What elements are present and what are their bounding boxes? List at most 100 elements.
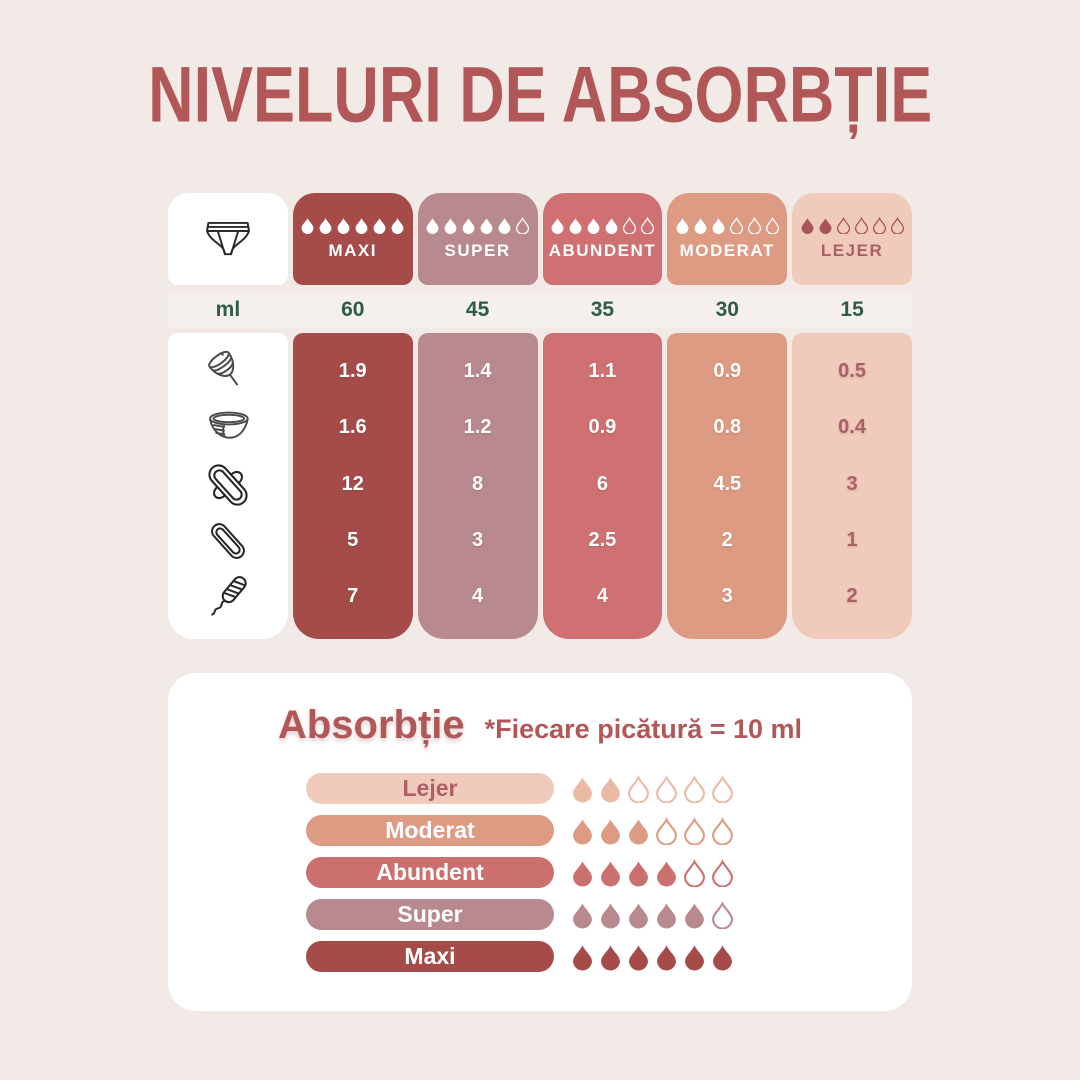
droplet-icon xyxy=(353,217,370,234)
droplet-icon xyxy=(681,943,708,971)
droplet-icon xyxy=(597,901,624,929)
menstrual-cup-icon xyxy=(208,350,238,386)
droplet-icon xyxy=(853,217,870,234)
droplet-icon xyxy=(681,901,708,929)
column-label-moderat: MODERAT xyxy=(679,241,775,260)
values-row: 1.9 1.6 12 5 7 1.4 1.2 8 3 4 1.1 0.9 6 2… xyxy=(168,333,912,639)
legend-label: Lejer xyxy=(402,775,458,801)
legend-row-lejer: Lejer xyxy=(306,773,912,804)
value-cell: 0.9 xyxy=(588,416,617,439)
droplet-scale-super xyxy=(424,217,531,234)
product-row-tampon xyxy=(168,569,288,625)
droplet-scale-abundent xyxy=(549,217,656,234)
value-cell: 1.1 xyxy=(588,359,617,382)
droplet-icon xyxy=(569,943,596,971)
value-cell: 4 xyxy=(596,585,608,608)
legend-label: Abundent xyxy=(376,859,484,885)
droplet-icon xyxy=(299,217,316,234)
ml-value-super: 45 xyxy=(465,298,490,321)
value-cell: 0.5 xyxy=(838,359,866,382)
legend-label: Maxi xyxy=(404,943,456,969)
droplet-icon xyxy=(709,943,736,971)
droplet-icon xyxy=(710,217,727,234)
column-header-maxi: MAXI xyxy=(292,193,413,285)
droplet-icon xyxy=(585,217,602,234)
value-cell: 12 xyxy=(341,472,364,495)
comparison-table: MAXI SUPER ABUNDENT MODERAT LEJER ml xyxy=(168,193,912,1011)
legend-pill: Abundent xyxy=(306,857,554,888)
droplet-icon xyxy=(764,217,781,234)
legend-droplets xyxy=(569,900,736,929)
droplet-icon xyxy=(567,217,584,234)
droplet-icon xyxy=(709,900,736,929)
product-icons-column xyxy=(168,333,288,639)
droplet-icon xyxy=(889,217,906,234)
value-cell: 4.5 xyxy=(713,472,742,495)
droplet-icon xyxy=(625,943,652,971)
droplet-icon xyxy=(335,217,352,234)
droplet-icon xyxy=(653,859,680,887)
value-cell: 2 xyxy=(721,528,733,551)
droplet-icon xyxy=(653,774,680,803)
legend-droplets xyxy=(569,774,736,803)
droplet-icon xyxy=(621,217,638,234)
column-values-maxi: 1.9 1.6 12 5 7 xyxy=(292,333,413,639)
value-cell: 0.4 xyxy=(838,416,866,439)
droplet-icon xyxy=(692,217,709,234)
value-cell: 8 xyxy=(472,472,484,495)
droplet-scale-lejer xyxy=(799,217,906,234)
droplet-icon xyxy=(371,217,388,234)
ml-value-maxi: 60 xyxy=(341,298,365,321)
droplet-icon xyxy=(681,774,708,803)
droplet-icon xyxy=(549,217,566,234)
column-values-super: 1.4 1.2 8 3 4 xyxy=(417,333,538,639)
menstrual-disc-icon xyxy=(209,411,249,439)
column-label-abundent: ABUNDENT xyxy=(548,241,657,260)
droplet-icon xyxy=(597,859,624,887)
droplet-icon xyxy=(514,217,531,234)
value-cell: 2.5 xyxy=(588,528,617,551)
ml-value-moderat: 30 xyxy=(715,298,739,321)
column-header-lejer: LEJER xyxy=(792,193,912,285)
droplet-icon xyxy=(317,217,334,234)
value-cell: 3 xyxy=(721,585,733,608)
legend-row-maxi: Maxi xyxy=(306,941,912,972)
droplet-icon xyxy=(569,775,596,803)
legend-label: Super xyxy=(397,901,463,927)
column-values-abundent: 1.1 0.9 6 2.5 4 xyxy=(542,333,663,639)
legend-row-super: Super xyxy=(306,899,912,930)
underwear-icon xyxy=(205,221,250,256)
droplet-icon xyxy=(424,217,441,234)
legend-rows: Lejer Moderat Abundent Super Maxi xyxy=(306,773,912,972)
ml-band: ml 60 45 35 30 15 xyxy=(168,293,912,327)
droplet-icon xyxy=(625,774,652,803)
value-cell: 0.9 xyxy=(713,359,742,382)
droplet-icon xyxy=(817,217,834,234)
value-cell: 1.4 xyxy=(463,359,492,382)
underwear-header-cell xyxy=(168,193,288,285)
value-cell: 2 xyxy=(846,585,858,608)
droplet-icon xyxy=(639,217,656,234)
value-cell: 4 xyxy=(472,585,484,608)
droplet-icon xyxy=(709,774,736,803)
legend-row-abundent: Abundent xyxy=(306,857,912,888)
column-label-lejer: LEJER xyxy=(820,241,884,260)
legend-droplets xyxy=(569,816,736,845)
legend-pill: Maxi xyxy=(306,941,554,972)
droplet-icon xyxy=(625,859,652,887)
legend-pill: Moderat xyxy=(306,815,554,846)
droplet-icon xyxy=(569,817,596,845)
value-cell: 1.6 xyxy=(338,416,367,439)
legend-pill: Super xyxy=(306,899,554,930)
column-values-lejer: 0.5 0.4 3 1 2 xyxy=(792,333,912,639)
droplet-icon xyxy=(603,217,620,234)
droplet-unit-note: *Fiecare picătură = 10 ml xyxy=(484,714,803,744)
value-cell: 3 xyxy=(846,472,858,495)
legend-title: Absorbție xyxy=(277,703,465,747)
value-cell: 1 xyxy=(846,528,858,551)
droplet-icon xyxy=(625,901,652,929)
value-cell: 5 xyxy=(347,528,359,551)
droplet-icon xyxy=(597,817,624,845)
legend-droplets xyxy=(569,858,736,887)
